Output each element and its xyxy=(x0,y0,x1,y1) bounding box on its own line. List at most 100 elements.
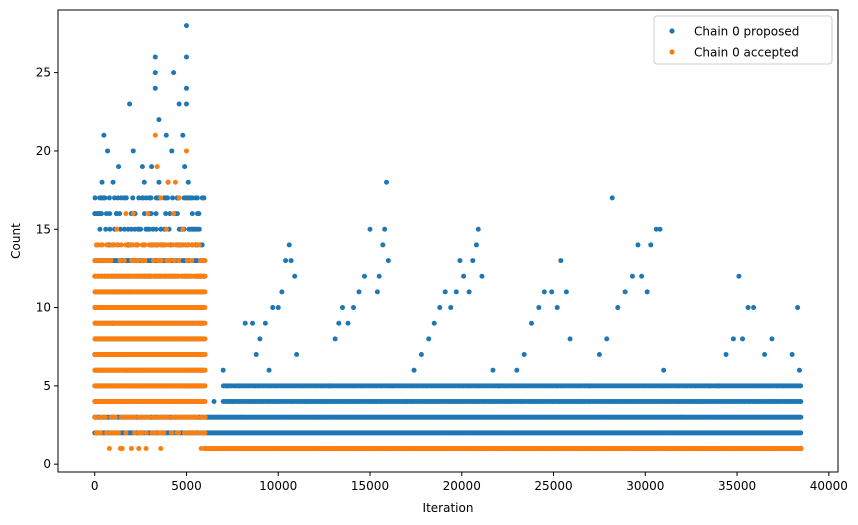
proposed-point xyxy=(141,211,147,217)
accepted-point xyxy=(202,305,208,311)
proposed-point xyxy=(795,305,801,311)
y-tick-label: 15 xyxy=(36,222,51,236)
accepted-point xyxy=(184,258,190,264)
proposed-point xyxy=(716,383,722,389)
accepted-point xyxy=(93,414,99,420)
proposed-point xyxy=(161,195,167,201)
accepted-point xyxy=(202,383,208,389)
proposed-point xyxy=(194,195,200,201)
proposed-point xyxy=(780,383,786,389)
accepted-point xyxy=(117,258,123,264)
proposed-point xyxy=(332,336,338,342)
proposed-point xyxy=(153,226,159,232)
accepted-point xyxy=(196,242,202,248)
proposed-point xyxy=(130,148,136,154)
accepted-point xyxy=(202,320,208,326)
proposed-point xyxy=(367,226,373,232)
proposed-point xyxy=(361,273,367,279)
proposed-point xyxy=(521,352,527,358)
accepted-point xyxy=(114,226,120,232)
legend-marker-proposed xyxy=(669,28,675,34)
proposed-point xyxy=(183,23,189,29)
proposed-point xyxy=(661,367,667,373)
proposed-point xyxy=(339,305,345,311)
accepted-point xyxy=(112,430,118,436)
proposed-point xyxy=(648,242,654,248)
proposed-point xyxy=(196,226,202,232)
proposed-point xyxy=(404,399,410,405)
proposed-point xyxy=(180,132,186,138)
proposed-point xyxy=(174,211,180,217)
proposed-point xyxy=(303,399,309,405)
accepted-point xyxy=(152,132,158,138)
proposed-point xyxy=(152,70,158,76)
x-tick-label: 25000 xyxy=(534,479,572,493)
accepted-point xyxy=(193,273,199,279)
proposed-point xyxy=(453,289,459,295)
proposed-point xyxy=(798,430,804,436)
proposed-point xyxy=(102,195,108,201)
proposed-point xyxy=(442,289,448,295)
proposed-point xyxy=(514,367,520,373)
accepted-point xyxy=(165,414,171,420)
proposed-point xyxy=(336,320,342,326)
y-tick-label: 20 xyxy=(36,144,51,158)
proposed-point xyxy=(169,148,175,154)
accepted-point xyxy=(202,399,208,405)
accepted-point xyxy=(118,242,124,248)
proposed-point xyxy=(479,273,485,279)
accepted-point xyxy=(114,242,120,248)
proposed-point xyxy=(495,383,501,389)
accepted-point xyxy=(139,242,145,248)
proposed-point xyxy=(466,289,472,295)
proposed-point xyxy=(327,383,333,389)
proposed-point xyxy=(156,117,162,123)
proposed-point xyxy=(796,367,802,373)
proposed-point xyxy=(250,320,256,326)
proposed-point xyxy=(149,164,155,170)
proposed-point xyxy=(183,101,189,107)
proposed-point xyxy=(536,305,542,311)
accepted-point xyxy=(104,430,110,436)
accepted-point xyxy=(146,414,152,420)
accepted-point xyxy=(192,430,198,436)
proposed-point xyxy=(187,195,193,201)
accepted-point xyxy=(104,242,110,248)
accepted-point xyxy=(189,258,195,264)
proposed-point xyxy=(730,336,736,342)
proposed-point xyxy=(418,352,424,358)
proposed-point xyxy=(554,305,560,311)
y-tick-label: 5 xyxy=(43,379,51,393)
accepted-point xyxy=(134,242,140,248)
proposed-point xyxy=(292,273,298,279)
series-accepted xyxy=(92,132,804,452)
accepted-point xyxy=(151,414,157,420)
accepted-point xyxy=(106,446,112,452)
proposed-point xyxy=(615,305,621,311)
proposed-point xyxy=(319,399,325,405)
proposed-point xyxy=(723,352,729,358)
accepted-point xyxy=(202,258,208,264)
proposed-point xyxy=(92,195,98,201)
accepted-point xyxy=(158,446,164,452)
proposed-point xyxy=(121,195,127,201)
accepted-point xyxy=(119,446,125,452)
accepted-point xyxy=(101,414,107,420)
proposed-point xyxy=(356,289,362,295)
proposed-point xyxy=(176,101,182,107)
proposed-point xyxy=(769,336,775,342)
accepted-point xyxy=(123,211,129,217)
accepted-point xyxy=(132,414,138,420)
proposed-point xyxy=(189,211,195,217)
y-tick-label: 25 xyxy=(36,66,51,80)
x-tick-label: 30000 xyxy=(626,479,664,493)
proposed-point xyxy=(604,336,610,342)
proposed-point xyxy=(167,211,173,217)
proposed-point xyxy=(279,289,285,295)
legend: Chain 0 proposed Chain 0 accepted xyxy=(653,15,833,65)
x-tick-label: 20000 xyxy=(443,479,481,493)
proposed-point xyxy=(448,305,454,311)
accepted-point xyxy=(138,430,144,436)
accepted-point xyxy=(158,258,164,264)
